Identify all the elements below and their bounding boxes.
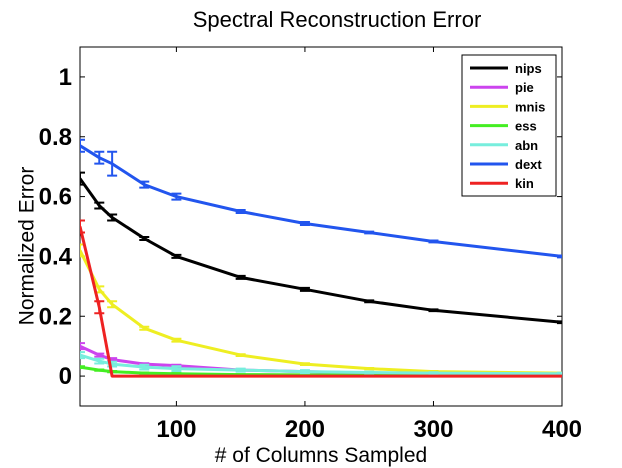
legend-label-abn: abn xyxy=(515,138,538,153)
x-axis-label: # of Columns Sampled xyxy=(215,444,427,467)
error-bar-abn xyxy=(139,363,150,371)
series-line-dext xyxy=(80,144,562,258)
y-tick-label: 0 xyxy=(59,363,72,390)
chart-title: Spectral Reconstruction Error xyxy=(193,7,482,32)
error-bar-nips xyxy=(171,253,182,259)
y-tick-label: 0.4 xyxy=(39,243,73,270)
y-tick-label: 0.8 xyxy=(39,124,72,151)
error-bar-nips xyxy=(80,171,85,186)
error-bar-abn xyxy=(299,369,310,375)
series-line-kin xyxy=(80,226,562,378)
error-bar-dext xyxy=(557,254,562,259)
error-bar-nips xyxy=(94,201,105,210)
y-tick-label: 0.2 xyxy=(39,303,72,330)
error-bar-dext xyxy=(94,150,105,165)
error-bar-mnis xyxy=(107,300,118,309)
error-bar-ess xyxy=(171,372,182,376)
legend-label-dext: dext xyxy=(515,157,542,172)
error-bar-abn xyxy=(235,367,246,373)
error-bar-ess xyxy=(80,365,85,370)
error-bar-pie xyxy=(94,352,105,358)
series-group xyxy=(80,138,562,378)
y-tick-label: 0.6 xyxy=(39,184,72,211)
error-bar-abn xyxy=(428,371,439,375)
legend-label-mnis: mnis xyxy=(515,99,545,114)
error-bar-mnis xyxy=(364,367,375,371)
error-bar-ess xyxy=(94,368,105,372)
error-bar-nips xyxy=(364,299,375,304)
y-tick-label: 1 xyxy=(59,64,72,91)
error-bar-dext xyxy=(107,150,118,177)
error-bar-kin xyxy=(94,300,105,315)
legend-label-pie: pie xyxy=(515,80,534,95)
error-bar-nips xyxy=(299,286,310,292)
error-bar-nips xyxy=(139,235,150,241)
error-bar-abn xyxy=(80,351,85,360)
error-bar-mnis xyxy=(139,325,150,331)
error-bar-mnis xyxy=(171,337,182,343)
error-bar-dext xyxy=(364,230,375,235)
error-bar-mnis xyxy=(299,362,310,367)
error-bar-ess xyxy=(139,371,150,375)
error-bar-nips xyxy=(107,213,118,222)
x-tick-label: 100 xyxy=(156,416,196,443)
error-bar-abn xyxy=(557,371,562,376)
error-bar-kin xyxy=(80,219,85,234)
error-bar-mnis xyxy=(235,353,246,358)
y-axis-label: Normalized Error xyxy=(16,167,39,326)
x-tick-label: 200 xyxy=(285,416,325,443)
series-line-nips xyxy=(80,177,562,324)
legend-label-kin: kin xyxy=(515,176,534,191)
error-bar-dext xyxy=(139,180,150,189)
error-bar-nips xyxy=(557,320,562,325)
error-bar-dext xyxy=(428,239,439,244)
x-tick-label: 400 xyxy=(542,416,582,443)
error-bar-pie xyxy=(80,342,85,351)
error-bar-abn xyxy=(94,357,105,365)
series-line-abn xyxy=(80,353,562,376)
error-bar-abn xyxy=(171,365,182,372)
error-bar-nips xyxy=(428,308,439,313)
series-line-mnis xyxy=(80,249,562,375)
error-bar-dext xyxy=(171,192,182,201)
error-bar-abn xyxy=(364,370,375,375)
x-tick-label: 300 xyxy=(413,416,453,443)
error-bar-dext xyxy=(80,138,85,153)
legend-label-ess: ess xyxy=(515,119,537,134)
legend-label-nips: nips xyxy=(515,61,542,76)
error-bar-dext xyxy=(299,221,310,227)
error-bar-dext xyxy=(235,209,246,215)
error-bar-nips xyxy=(235,274,246,280)
